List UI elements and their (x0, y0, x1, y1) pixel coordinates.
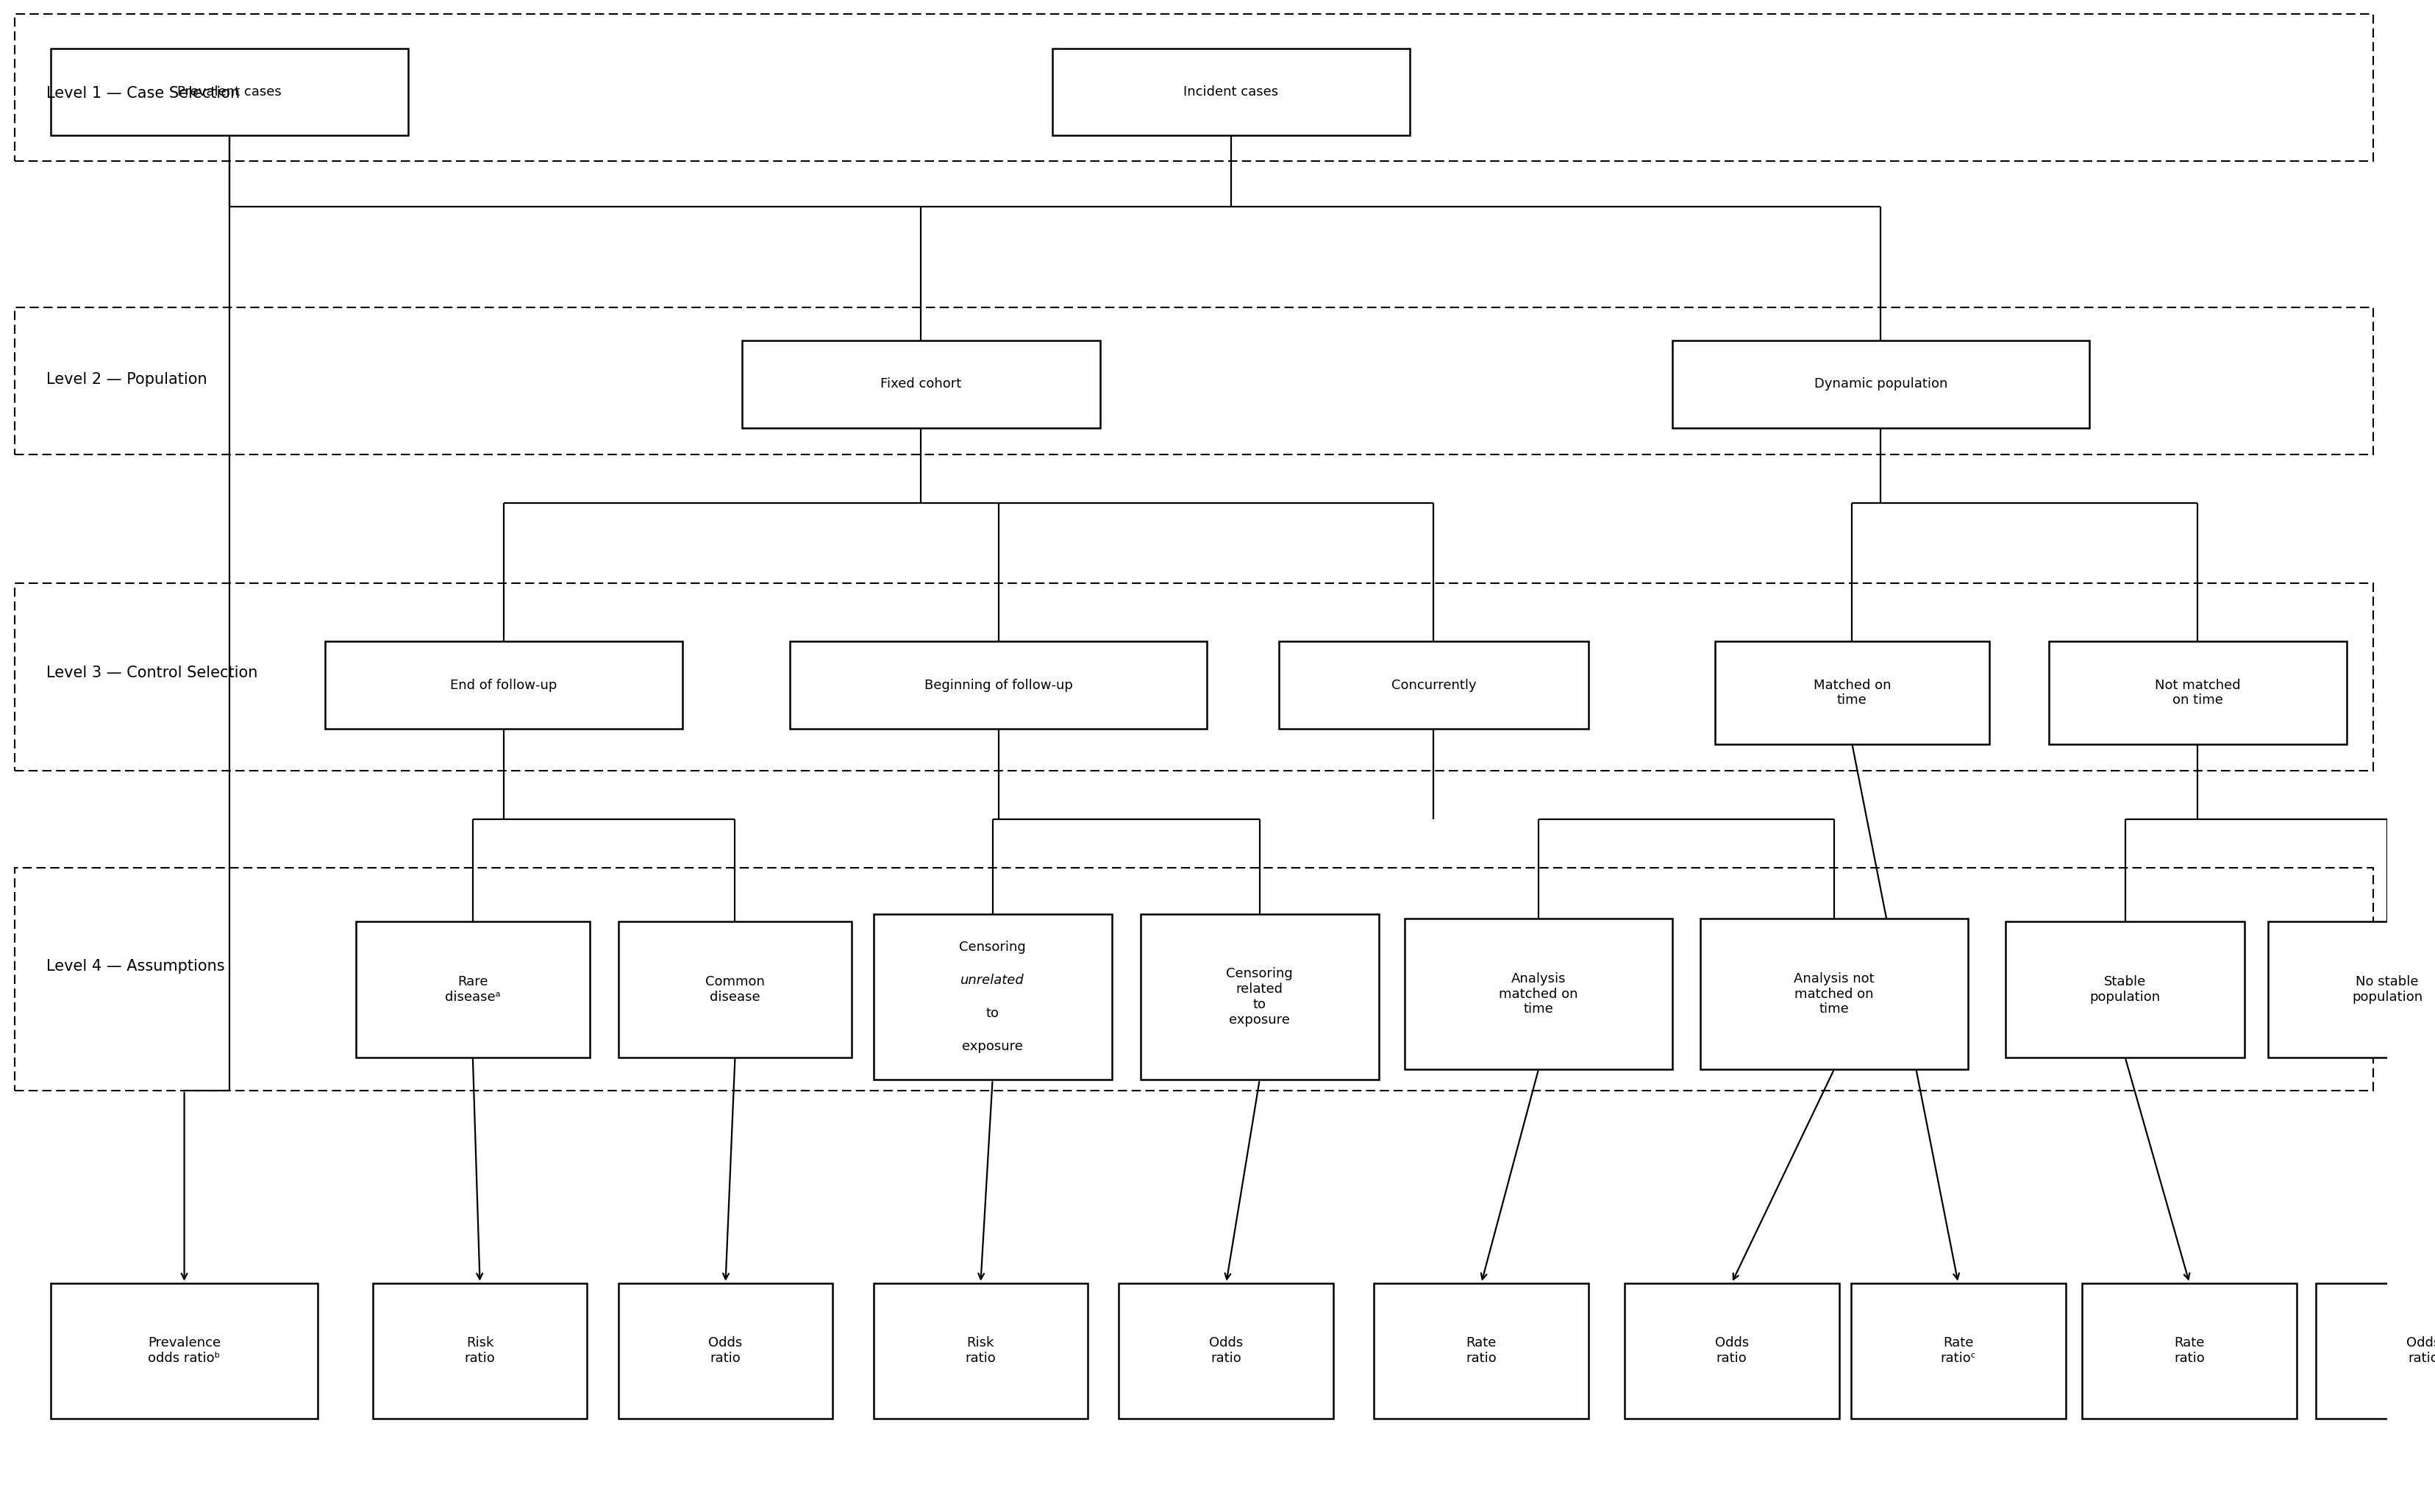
Text: No stable
population: No stable population (2352, 975, 2423, 1004)
Text: Matched on
time: Matched on time (1812, 679, 1890, 708)
Text: Common
disease: Common disease (706, 975, 765, 1004)
Text: Prevalence
odds ratioᵇ: Prevalence odds ratioᵇ (149, 1337, 222, 1365)
Text: Odds
ratio: Odds ratio (2406, 1337, 2435, 1365)
Text: Rate
ratio: Rate ratio (1466, 1337, 1495, 1365)
Bar (874, 915, 1110, 1080)
Bar (324, 641, 682, 729)
Text: Level 2 — Population: Level 2 — Population (46, 372, 207, 387)
Text: to: to (986, 1007, 998, 1021)
Text: Risk
ratio: Risk ratio (964, 1337, 996, 1365)
Text: Level 3 — Control Selection: Level 3 — Control Selection (46, 665, 258, 680)
Text: Rate
ratioᶜ: Rate ratioᶜ (1941, 1337, 1975, 1365)
Bar (2082, 1284, 2296, 1418)
Bar (356, 922, 589, 1057)
Text: Dynamic population: Dynamic population (1814, 378, 1948, 390)
Bar (743, 340, 1101, 428)
Bar (15, 14, 2372, 162)
Bar (15, 868, 2372, 1090)
Bar (874, 1284, 1088, 1418)
Text: Odds
ratio: Odds ratio (1208, 1337, 1242, 1365)
Bar (1700, 919, 1967, 1069)
Text: Risk
ratio: Risk ratio (465, 1337, 494, 1365)
Bar (2267, 922, 2435, 1057)
Text: Odds
ratio: Odds ratio (709, 1337, 743, 1365)
Text: Censoring
related
to
exposure: Censoring related to exposure (1225, 968, 1293, 1027)
Bar (1624, 1284, 1838, 1418)
Bar (1373, 1284, 1588, 1418)
Bar (618, 922, 852, 1057)
Bar (51, 1284, 317, 1418)
Bar (1140, 915, 1378, 1080)
Bar (2316, 1284, 2435, 1418)
Bar (1405, 919, 1670, 1069)
Bar (1278, 641, 1588, 729)
Text: Censoring: Censoring (959, 940, 1025, 954)
Bar (618, 1284, 833, 1418)
Bar (789, 641, 1208, 729)
Bar (15, 582, 2372, 771)
Text: Fixed cohort: Fixed cohort (879, 378, 962, 390)
Text: Analysis not
matched on
time: Analysis not matched on time (1792, 972, 1875, 1016)
Text: Not matched
on time: Not matched on time (2155, 679, 2240, 708)
Text: Level 4 — Assumptions: Level 4 — Assumptions (46, 959, 224, 974)
Bar (1118, 1284, 1332, 1418)
Bar (2048, 641, 2345, 744)
Text: unrelated: unrelated (959, 974, 1025, 987)
Bar (15, 307, 2372, 455)
Text: Analysis
matched on
time: Analysis matched on time (1498, 972, 1578, 1016)
Text: exposure: exposure (962, 1040, 1023, 1054)
Text: Rare
diseaseᵃ: Rare diseaseᵃ (446, 975, 502, 1004)
Text: End of follow-up: End of follow-up (450, 679, 558, 692)
Bar (51, 48, 409, 136)
Bar (1851, 1284, 2065, 1418)
Text: Rate
ratio: Rate ratio (2174, 1337, 2204, 1365)
Bar (373, 1284, 587, 1418)
Text: Beginning of follow-up: Beginning of follow-up (923, 679, 1071, 692)
Bar (2006, 922, 2243, 1057)
Text: Prevalent cases: Prevalent cases (178, 85, 282, 98)
Text: Level 1 — Case Selection: Level 1 — Case Selection (46, 86, 239, 101)
Text: Incident cases: Incident cases (1183, 85, 1278, 98)
Bar (1714, 641, 1989, 744)
Bar (1052, 48, 1410, 136)
Text: Stable
population: Stable population (2089, 975, 2160, 1004)
Bar (1670, 340, 2089, 428)
Text: Odds
ratio: Odds ratio (1714, 1337, 1748, 1365)
Text: Concurrently: Concurrently (1390, 679, 1476, 692)
